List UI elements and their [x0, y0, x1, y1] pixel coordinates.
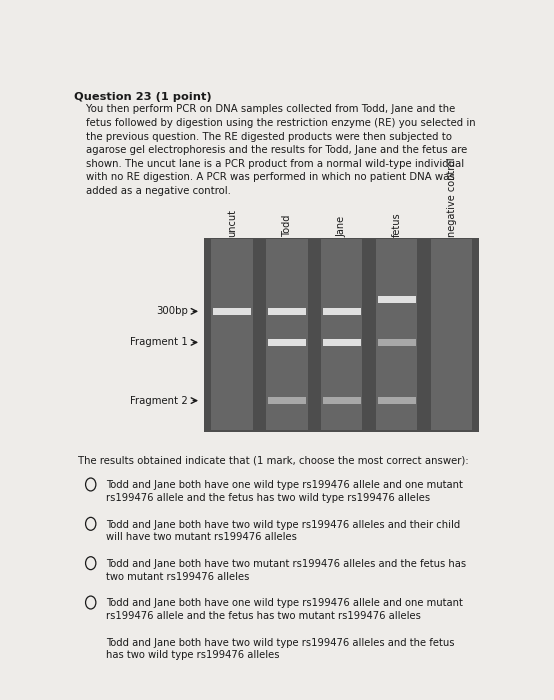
Bar	[268, 397, 306, 404]
Text: Todd and Jane both have two wild type rs199476 alleles and their child
will have: Todd and Jane both have two wild type rs…	[106, 519, 460, 542]
Text: uncut: uncut	[227, 209, 237, 237]
Bar	[376, 239, 418, 430]
Bar	[322, 308, 361, 315]
Bar	[322, 339, 361, 346]
Bar	[266, 239, 307, 430]
Bar	[204, 237, 479, 432]
Text: negative control: negative control	[447, 157, 457, 237]
Bar	[378, 296, 416, 303]
Text: The results obtained indicate that (1 mark, choose the most correct answer):: The results obtained indicate that (1 ma…	[78, 456, 469, 466]
Text: Question 23 (1 point): Question 23 (1 point)	[74, 92, 211, 102]
Text: You then perform PCR on DNA samples collected from Todd, Jane and the
fetus foll: You then perform PCR on DNA samples coll…	[86, 104, 476, 196]
Text: Todd and Jane both have two wild type rs199476 alleles and the fetus
has two wil: Todd and Jane both have two wild type rs…	[106, 638, 454, 660]
Text: Fragment 1: Fragment 1	[130, 337, 188, 347]
Text: Todd and Jane both have one wild type rs199476 allele and one mutant
rs199476 al: Todd and Jane both have one wild type rs…	[106, 598, 463, 621]
Text: Todd: Todd	[282, 214, 292, 237]
Bar	[378, 339, 416, 346]
Text: 300bp: 300bp	[156, 307, 188, 316]
Bar	[268, 339, 306, 346]
Bar	[213, 308, 251, 315]
Text: Fragment 2: Fragment 2	[130, 395, 188, 405]
Bar	[212, 239, 253, 430]
Bar	[321, 239, 362, 430]
Bar	[431, 239, 473, 430]
Text: Todd and Jane both have two mutant rs199476 alleles and the fetus has
two mutant: Todd and Jane both have two mutant rs199…	[106, 559, 466, 582]
Text: Todd and Jane both have one wild type rs199476 allele and one mutant
rs199476 al: Todd and Jane both have one wild type rs…	[106, 480, 463, 503]
Bar	[322, 397, 361, 404]
Bar	[378, 397, 416, 404]
Bar	[268, 308, 306, 315]
Text: fetus: fetus	[392, 212, 402, 237]
Text: Jane: Jane	[337, 216, 347, 237]
